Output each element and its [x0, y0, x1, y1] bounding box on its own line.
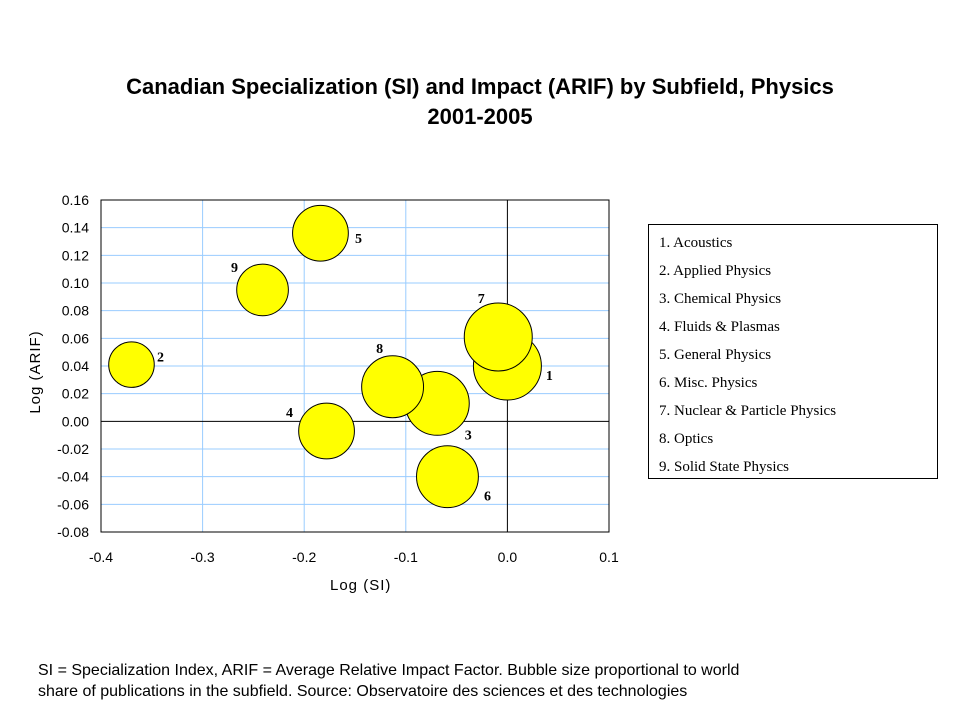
y-tick-label: 0.14	[62, 220, 89, 236]
x-tick-label: -0.2	[292, 549, 316, 565]
bubble-6	[416, 445, 479, 509]
y-tick-label: -0.06	[57, 496, 89, 512]
legend-item-optics: 8. Optics	[659, 431, 714, 447]
legend-item-applied-physics: 2. Applied Physics	[659, 263, 772, 279]
bubble-label-4: 4	[286, 406, 293, 421]
legend-item-fluids-plasmas: 4. Fluids & Plasmas	[659, 319, 780, 335]
footnote: SI = Specialization Index, ARIF = Averag…	[38, 660, 938, 702]
legend-item-nuclear-particle-physics: 7. Nuclear & Particle Physics	[659, 403, 837, 419]
bubble-label-1: 1	[546, 369, 553, 384]
y-tick-label: 0.12	[62, 247, 89, 263]
axis-layer: -0.4 -0.3 -0.2 -0.1 0.0 0.1 0.16 0.14 0.12 0.10 0.…	[57, 192, 619, 565]
y-tick-label: -0.08	[57, 524, 89, 540]
x-tick-label: -0.4	[89, 549, 113, 565]
chart-title: Canadian Specialization (SI) and Impact …	[40, 72, 920, 132]
x-tick-label: 0.1	[599, 549, 619, 565]
bubble-2	[108, 341, 155, 388]
x-tick-label: -0.1	[394, 549, 418, 565]
bubble-5	[292, 204, 349, 262]
x-tick-label: 0.0	[498, 549, 518, 565]
y-tick-label: 0.16	[62, 192, 89, 208]
bubble-9	[236, 263, 289, 317]
legend-item-general-physics: 5. General Physics	[659, 347, 772, 363]
bubble-label-8: 8	[376, 342, 383, 357]
bubble-7	[463, 302, 533, 372]
legend-box: 1. Acoustics 2. Applied Physics 3. Chemi…	[648, 224, 938, 479]
chart-title-line-1: Canadian Specialization (SI) and Impact …	[126, 74, 834, 99]
y-tick-label: 0.10	[62, 275, 89, 291]
plot-frame	[100, 199, 610, 533]
y-axis-title: Log (ARIF)	[27, 330, 44, 413]
footnote-line-2: share of publications in the subfield. S…	[38, 683, 688, 700]
legend-item-chemical-physics: 3. Chemical Physics	[659, 291, 782, 307]
bubble-8	[361, 355, 425, 419]
bubble-label-7: 7	[478, 292, 485, 307]
bubble-layer	[108, 204, 542, 509]
y-tick-label: 0.02	[62, 386, 89, 402]
x-axis-title: Log (SI)	[330, 577, 391, 594]
legend-item-solid-state-physics: 9. Solid State Physics	[659, 459, 790, 475]
legend-item-acoustics: 1. Acoustics	[659, 235, 733, 251]
bubble-label-5: 5	[355, 232, 362, 247]
y-tick-label: -0.02	[57, 441, 89, 457]
y-tick-label: 0.04	[62, 358, 89, 374]
y-tick-label: 0.00	[62, 413, 89, 429]
y-tick-label: -0.04	[57, 469, 89, 485]
bubble-label-layer: 1 2 3 4 5 6 7 8 9	[157, 232, 553, 504]
footnote-line-1: SI = Specialization Index, ARIF = Averag…	[38, 662, 740, 679]
bubble-4	[298, 402, 355, 460]
bubble-label-9: 9	[231, 261, 238, 276]
bubble-label-3: 3	[465, 428, 472, 443]
x-tick-label: -0.3	[191, 549, 215, 565]
bubble-label-2: 2	[157, 351, 164, 366]
y-tick-label: 0.08	[62, 303, 89, 319]
legend-item-misc-physics: 6. Misc. Physics	[659, 375, 758, 391]
chart-title-line-2: 2001-2005	[427, 104, 533, 129]
bubble-label-6: 6	[484, 490, 491, 505]
y-tick-label: 0.06	[62, 330, 89, 346]
